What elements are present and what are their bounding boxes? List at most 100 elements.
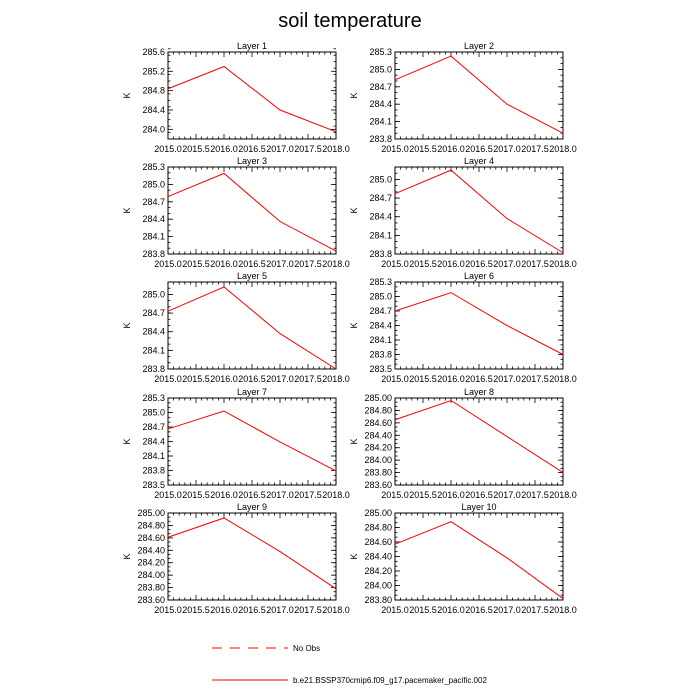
x-tick-label: 2018.0 bbox=[549, 374, 577, 384]
series-line bbox=[167, 65, 337, 133]
x-tick-label: 2017.5 bbox=[294, 605, 322, 615]
x-tick-label: 2018.0 bbox=[549, 605, 577, 615]
plot-frame bbox=[167, 397, 337, 486]
x-tick-label: 2017.0 bbox=[266, 374, 294, 384]
y-tick-label: 284.4 bbox=[369, 212, 392, 222]
y-tick-label: 284.20 bbox=[364, 566, 392, 576]
panel-title: Layer 8 bbox=[464, 387, 494, 397]
x-tick-label: 2017.0 bbox=[266, 259, 294, 269]
y-tick-label: 284.1 bbox=[142, 232, 165, 242]
x-tick-label: 2017.0 bbox=[493, 374, 521, 384]
x-tick-label: 2015.5 bbox=[182, 259, 210, 269]
plot-frame bbox=[167, 281, 337, 370]
x-tick-label: 2018.0 bbox=[322, 144, 350, 154]
x-tick-label: 2015.5 bbox=[409, 490, 437, 500]
y-tick-label: 284.60 bbox=[137, 533, 165, 543]
x-tick-label: 2015.0 bbox=[381, 374, 409, 384]
y-axis-label: K bbox=[122, 553, 132, 559]
y-tick-label: 285.3 bbox=[369, 277, 392, 287]
y-tick-label: 284.4 bbox=[142, 214, 165, 224]
x-tick-label: 2016.0 bbox=[437, 605, 465, 615]
y-tick-label: 283.5 bbox=[142, 480, 165, 490]
x-tick-label: 2015.0 bbox=[381, 259, 409, 269]
y-axis-label: K bbox=[122, 92, 132, 98]
x-tick-label: 2016.0 bbox=[437, 490, 465, 500]
y-tick-label: 283.8 bbox=[369, 249, 392, 259]
y-tick-label: 284.8 bbox=[142, 86, 165, 96]
series-line bbox=[394, 292, 564, 355]
y-tick-label: 285.0 bbox=[142, 179, 165, 189]
x-tick-label: 2018.0 bbox=[549, 490, 577, 500]
y-tick-label: 284.1 bbox=[142, 345, 165, 355]
x-tick-label: 2015.5 bbox=[182, 144, 210, 154]
x-tick-label: 2018.0 bbox=[549, 144, 577, 154]
y-tick-label: 283.8 bbox=[142, 364, 165, 374]
y-tick-label: 284.40 bbox=[364, 430, 392, 440]
x-tick-label: 2015.5 bbox=[409, 259, 437, 269]
y-tick-label: 284.4 bbox=[142, 327, 165, 337]
x-tick-label: 2016.0 bbox=[210, 490, 238, 500]
series-line bbox=[167, 410, 337, 472]
y-tick-label: 283.8 bbox=[142, 466, 165, 476]
x-tick-label: 2016.5 bbox=[465, 259, 493, 269]
panel-title: Layer 10 bbox=[461, 502, 496, 512]
x-tick-label: 2015.0 bbox=[381, 605, 409, 615]
legend: No Obs b.e21.BSSP370cmip6.f09_g17.pacema… bbox=[212, 644, 487, 685]
y-tick-label: 283.80 bbox=[364, 468, 392, 478]
y-axis-label: K bbox=[122, 322, 132, 328]
x-tick-label: 2017.0 bbox=[493, 605, 521, 615]
plot-frame bbox=[394, 51, 564, 140]
y-axis-label: K bbox=[349, 322, 359, 328]
x-tick-label: 2016.5 bbox=[465, 490, 493, 500]
series-line bbox=[394, 399, 564, 473]
plot-frame bbox=[167, 51, 337, 140]
panel-title: Layer 6 bbox=[464, 271, 494, 281]
y-tick-label: 285.0 bbox=[369, 292, 392, 302]
y-tick-label: 285.2 bbox=[142, 66, 165, 76]
plot-frame bbox=[394, 281, 564, 370]
x-tick-label: 2016.0 bbox=[210, 374, 238, 384]
panel-layer-6: Layer 6 K 2015.0 2015.5 2016.0 2016.5 2017.0 20… bbox=[349, 271, 577, 384]
x-tick-label: 2016.5 bbox=[238, 144, 266, 154]
x-tick-label: 2016.5 bbox=[238, 605, 266, 615]
y-tick-label: 285.3 bbox=[142, 162, 165, 172]
x-tick-label: 2015.0 bbox=[381, 490, 409, 500]
series-line bbox=[167, 517, 337, 590]
y-tick-label: 284.0 bbox=[142, 124, 165, 134]
y-axis-label: K bbox=[349, 92, 359, 98]
x-tick-label: 2017.5 bbox=[294, 374, 322, 384]
panel-title: Layer 7 bbox=[237, 387, 267, 397]
y-axis-label: K bbox=[122, 438, 132, 444]
x-tick-label: 2015.5 bbox=[409, 374, 437, 384]
x-tick-label: 2016.0 bbox=[437, 374, 465, 384]
y-tick-label: 284.80 bbox=[364, 405, 392, 415]
x-tick-label: 2016.0 bbox=[210, 605, 238, 615]
y-tick-label: 285.00 bbox=[137, 508, 165, 518]
series-line bbox=[167, 286, 337, 370]
x-tick-label: 2015.5 bbox=[409, 144, 437, 154]
x-tick-label: 2018.0 bbox=[322, 490, 350, 500]
legend-label-no-obs: No Obs bbox=[293, 644, 320, 653]
panel-title: Layer 2 bbox=[464, 41, 494, 51]
y-tick-label: 284.40 bbox=[137, 545, 165, 555]
y-tick-label: 283.8 bbox=[369, 350, 392, 360]
y-tick-label: 284.00 bbox=[137, 570, 165, 580]
y-tick-label: 285.0 bbox=[142, 408, 165, 418]
y-tick-label: 284.1 bbox=[142, 451, 165, 461]
legend-label-run: b.e21.BSSP370cmip6.f09_g17.pacemaker_pac… bbox=[293, 676, 487, 685]
x-tick-label: 2018.0 bbox=[322, 259, 350, 269]
y-tick-label: 285.0 bbox=[369, 174, 392, 184]
x-tick-label: 2016.0 bbox=[210, 144, 238, 154]
x-tick-label: 2016.0 bbox=[437, 259, 465, 269]
y-tick-label: 284.20 bbox=[364, 443, 392, 453]
x-tick-label: 2016.0 bbox=[210, 259, 238, 269]
x-tick-label: 2016.5 bbox=[465, 374, 493, 384]
y-tick-label: 284.60 bbox=[364, 537, 392, 547]
